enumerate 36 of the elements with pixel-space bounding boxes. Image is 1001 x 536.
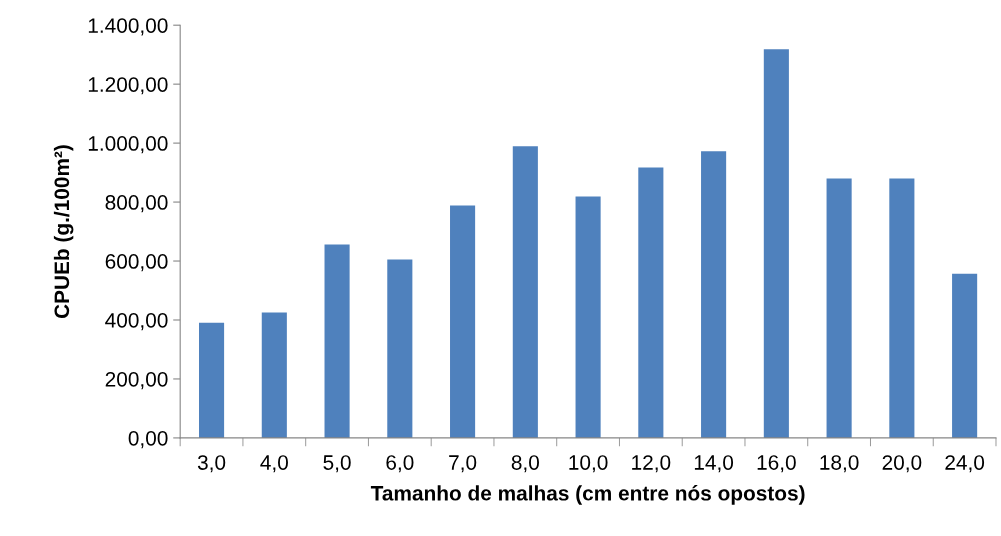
x-tick-label: 6,0	[386, 455, 414, 473]
y-tick-label: 0,00	[128, 430, 168, 449]
y-tick-label: 1.400,00	[88, 18, 168, 36]
bar	[638, 167, 664, 438]
x-tick-label: 20,0	[882, 455, 922, 473]
y-tick-label: 400,00	[105, 312, 168, 331]
y-tick-label: 800,00	[105, 195, 168, 213]
x-tick-label: 7,0	[449, 455, 477, 473]
y-tick-label: 200,00	[105, 371, 168, 390]
y-tick-label: 600,00	[105, 254, 168, 272]
y-tick-label: 1.200,00	[88, 77, 168, 95]
x-tick-label: 5,0	[323, 455, 351, 473]
x-tick-label: 3,0	[197, 455, 226, 473]
x-tick-label: 10,0	[569, 455, 608, 473]
bar	[324, 244, 350, 438]
y-tick-label: 1.000,00	[88, 136, 168, 154]
bar	[701, 151, 727, 438]
x-tick-label: 14,0	[694, 455, 734, 473]
bar	[199, 322, 225, 438]
bar	[763, 49, 789, 438]
bar	[450, 205, 476, 438]
bar	[261, 312, 287, 438]
x-tick-label: 24,0	[945, 455, 985, 473]
bar	[387, 259, 413, 438]
x-tick-label: 12,0	[632, 455, 671, 473]
x-axis-title: Tamanho de malhas (cm entre nós opostos)	[370, 485, 805, 505]
bar	[952, 273, 978, 438]
bar	[889, 178, 915, 438]
x-tick-label: 18,0	[820, 455, 859, 473]
x-tick-label: 16,0	[757, 455, 796, 473]
bar	[512, 146, 538, 438]
x-tick-label: 4,0	[260, 455, 288, 473]
x-tick-label: 8,0	[511, 455, 539, 473]
y-axis-title: CPUEb (g./100m²)	[53, 145, 74, 319]
bar	[826, 178, 852, 438]
bar	[575, 196, 601, 438]
